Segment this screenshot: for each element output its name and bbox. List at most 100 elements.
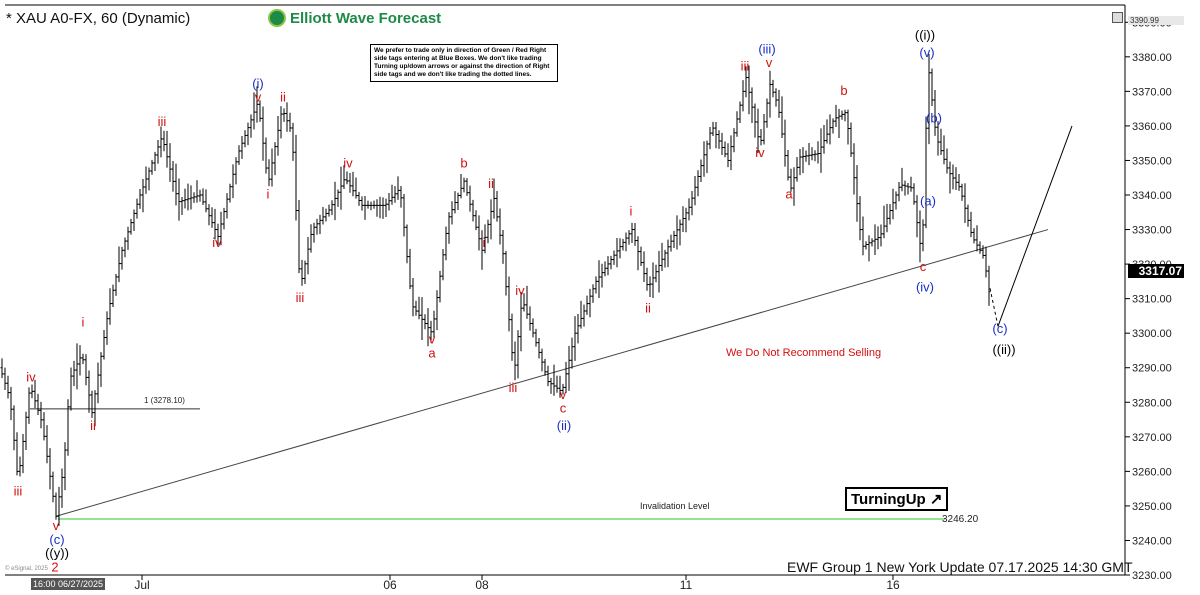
price-bar: [561, 383, 565, 395]
price-bar: [714, 121, 718, 149]
wave-label: v: [255, 90, 262, 105]
price-bar: [453, 191, 457, 214]
price-bar: [504, 250, 508, 296]
price-bar: [894, 191, 898, 210]
price-bar: [567, 345, 571, 391]
price-bar: [60, 468, 64, 508]
price-bar: [288, 112, 292, 132]
price-bar: [357, 191, 361, 206]
price-bar: [963, 183, 967, 224]
price-bar: [912, 183, 916, 205]
price-bar: [633, 222, 637, 246]
price-bar: [147, 167, 151, 191]
price-bar: [780, 96, 784, 138]
price-bar: [903, 180, 907, 196]
price-bar: [447, 212, 451, 244]
price-bar: [51, 471, 55, 503]
price-bar: [162, 130, 166, 152]
price-bar: [384, 198, 388, 218]
price-bar: [621, 238, 625, 251]
price-bar: [207, 204, 211, 226]
wave-label: iii: [158, 114, 167, 129]
brand-name: Elliott Wave Forecast: [290, 9, 442, 27]
price-bar: [195, 180, 199, 203]
price-bar: [474, 210, 478, 231]
price-bar: [924, 116, 928, 229]
price-bars: [0, 54, 991, 526]
price-bar: [708, 126, 712, 150]
price-bar: [18, 456, 22, 477]
wave-label: v: [560, 387, 567, 402]
y-tick-label: 3370.00: [1132, 86, 1172, 98]
price-bar: [114, 274, 118, 296]
price-bar: [789, 168, 793, 192]
price-bar: [669, 234, 673, 252]
price-bar: [606, 256, 610, 276]
price-bar: [756, 108, 760, 154]
y-tick-label: 3270.00: [1132, 432, 1172, 444]
price-bar: [6, 375, 10, 399]
price-bar: [414, 300, 418, 316]
price-bar: [579, 300, 583, 329]
wave-labels: ((i))(v)(iii)iii vivba(b)(a)c(iv)(c)((ii)…: [14, 28, 1016, 575]
price-bar: [531, 318, 535, 338]
price-bar: [420, 297, 424, 340]
price-bar: [105, 311, 109, 345]
price-bar: [15, 432, 19, 476]
wave-label: i: [630, 204, 633, 219]
price-bar: [24, 411, 28, 450]
price-bar: [219, 211, 223, 246]
wave-label: b: [840, 83, 847, 98]
price-bar: [699, 159, 703, 183]
wave-label: iii: [14, 484, 23, 499]
price-bar: [216, 223, 220, 246]
price-bar: [564, 361, 568, 393]
price-bar: [831, 118, 835, 134]
price-bar: [48, 448, 52, 490]
wave-label: ii: [645, 300, 651, 315]
price-bar: [720, 132, 724, 155]
price-bar: [573, 316, 577, 361]
wave-label: ii: [280, 90, 286, 105]
price-bar: [951, 164, 955, 190]
price-bar: [843, 109, 847, 122]
price-bar: [21, 434, 25, 474]
price-bar: [651, 262, 655, 298]
price-bar: [108, 288, 112, 325]
price-bar: [78, 345, 82, 376]
price-bar: [684, 207, 688, 233]
price-bar: [153, 151, 157, 172]
y-axis-labels: 3230.00 3240.00 3250.00 3260.00 3270.00 3280.…: [1125, 17, 1172, 582]
price-bar: [915, 195, 919, 238]
price-bar: [393, 186, 397, 203]
wave-label: 2: [51, 560, 58, 575]
price-bar: [696, 170, 700, 197]
price-bar: [717, 130, 721, 149]
price-bar: [87, 370, 91, 413]
price-bar: [981, 245, 985, 259]
x-tick-label: 08: [475, 578, 489, 592]
scale-toggle-icon[interactable]: [1112, 12, 1123, 23]
price-bar: [582, 304, 586, 327]
price-bar: [516, 330, 520, 379]
price-bar: [954, 167, 958, 191]
price-bar: [156, 140, 160, 164]
price-bar: [297, 200, 301, 274]
price-bar: [204, 189, 208, 213]
invalidation-label: Invalidation Level: [640, 501, 710, 511]
price-bar: [459, 173, 463, 199]
price-bar: [180, 197, 184, 216]
price-bar: [597, 260, 601, 298]
esignal-credit: © eSignal, 2025: [5, 566, 48, 572]
wave-label: iv: [26, 370, 36, 385]
price-bar: [558, 375, 562, 398]
price-bar: [495, 191, 499, 222]
wave-label: iv: [515, 283, 525, 298]
price-bar: [666, 239, 670, 268]
price-bar: [378, 196, 382, 219]
price-bar: [774, 88, 778, 107]
price-bar: [177, 178, 181, 221]
y-tick-label: 3240.00: [1132, 535, 1172, 547]
y-tick-label: 3290.00: [1132, 363, 1172, 375]
price-bar: [306, 237, 310, 275]
